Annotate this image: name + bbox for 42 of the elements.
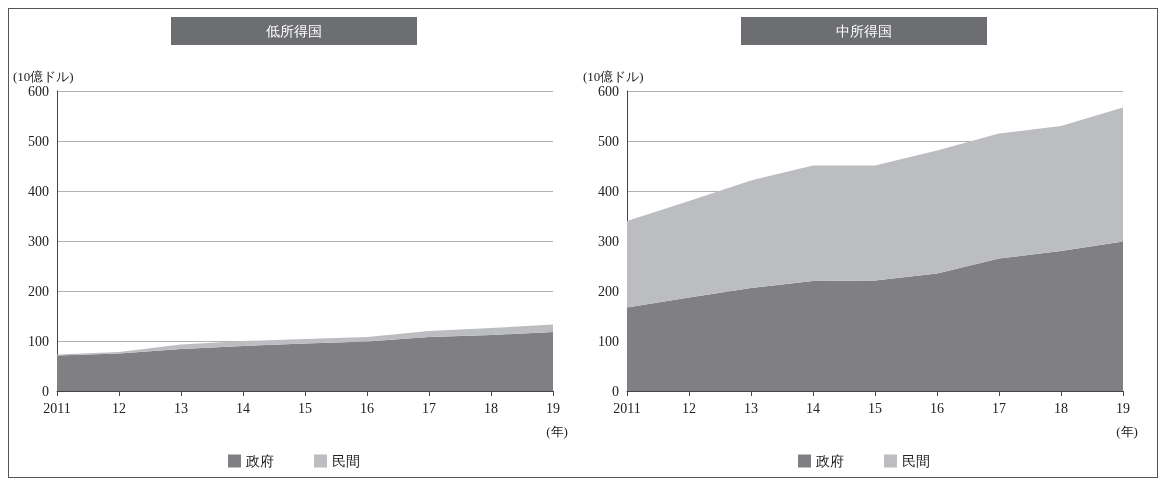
x-tick-label: 18 [484,400,498,416]
x-tick-label: 16 [360,400,374,416]
x-tick-label: 17 [992,400,1006,416]
y-tick-label: 0 [42,383,49,399]
x-tick-label: 19 [546,400,560,416]
y-tick-label: 400 [598,183,619,199]
x-tick-label: 2011 [43,400,71,416]
y-tick-label: 100 [28,333,49,349]
legend-label: 民間 [332,453,360,469]
y-tick-label: 300 [28,233,49,249]
chart-title: 低所得国 [266,23,322,39]
y-axis-title: (10億ドル) [583,69,644,84]
legend-label: 政府 [246,453,274,469]
x-tick-label: 18 [1054,400,1068,416]
x-tick-label: 17 [422,400,436,416]
legend-label: 民間 [902,453,930,469]
x-tick-label: 12 [682,400,696,416]
x-tick-label: 14 [806,400,820,416]
y-tick-label: 600 [598,83,619,99]
x-tick-label: 15 [868,400,882,416]
y-axis-title: (10億ドル) [13,69,74,84]
y-tick-label: 400 [28,183,49,199]
y-tick-label: 0 [612,383,619,399]
x-tick-label: 14 [236,400,250,416]
y-tick-label: 600 [28,83,49,99]
x-axis-title: (年) [546,424,568,439]
x-tick-label: 15 [298,400,312,416]
legend-label: 政府 [816,453,844,469]
y-tick-label: 300 [598,233,619,249]
y-tick-label: 500 [598,133,619,149]
x-tick-label: 12 [112,400,126,416]
x-axis-title: (年) [1116,424,1138,439]
y-tick-label: 100 [598,333,619,349]
y-tick-label: 500 [28,133,49,149]
y-tick-label: 200 [598,283,619,299]
y-tick-label: 200 [28,283,49,299]
x-tick-label: 13 [744,400,758,416]
x-tick-label: 19 [1116,400,1130,416]
chart-title: 中所得国 [836,23,892,39]
x-tick-label: 13 [174,400,188,416]
x-tick-label: 2011 [613,400,641,416]
x-tick-label: 16 [930,400,944,416]
